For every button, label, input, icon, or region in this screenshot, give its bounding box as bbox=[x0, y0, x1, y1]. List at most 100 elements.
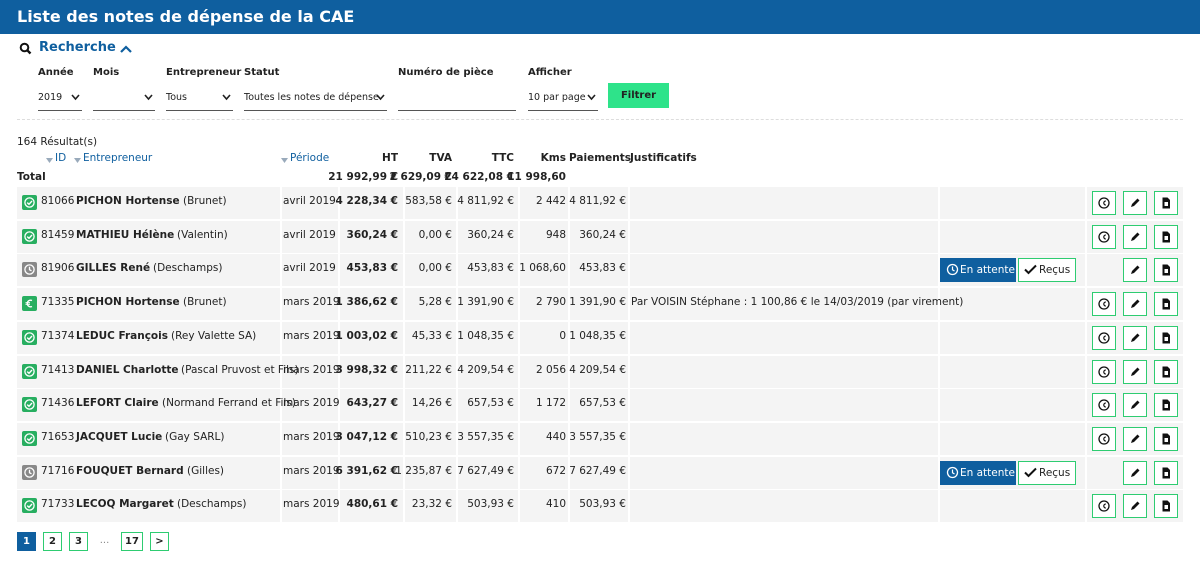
payment-button[interactable] bbox=[1092, 494, 1116, 518]
cell-separator bbox=[280, 288, 282, 320]
column-header: Justificatifs bbox=[630, 151, 697, 165]
page-link[interactable]: 2 bbox=[43, 532, 62, 551]
payment-button[interactable] bbox=[1092, 427, 1116, 451]
cell-separator bbox=[1085, 356, 1087, 388]
select-value[interactable]: Tous bbox=[166, 91, 187, 105]
row-id: 71436 bbox=[41, 396, 74, 410]
text-input[interactable] bbox=[398, 89, 516, 111]
edit-button[interactable] bbox=[1123, 191, 1147, 215]
payment-button[interactable] bbox=[1092, 360, 1116, 384]
edit-button[interactable] bbox=[1123, 494, 1147, 518]
row-name[interactable]: MATHIEU Hélène bbox=[76, 228, 174, 242]
row-name[interactable]: PICHON Hortense bbox=[76, 295, 180, 309]
payment-button[interactable] bbox=[1092, 225, 1116, 249]
edit-button[interactable] bbox=[1123, 427, 1147, 451]
edit-button[interactable] bbox=[1123, 326, 1147, 350]
cell-separator bbox=[628, 490, 630, 522]
page-link[interactable]: 3 bbox=[69, 532, 88, 551]
select-value[interactable]: 10 par page bbox=[528, 91, 586, 105]
document-button[interactable] bbox=[1154, 393, 1178, 417]
row-period: mars 2019 bbox=[283, 329, 340, 343]
row-ttc: 4 811,92 € bbox=[457, 194, 514, 208]
cell-separator bbox=[518, 389, 520, 421]
cell-separator bbox=[518, 187, 520, 219]
row-name[interactable]: GILLES René bbox=[76, 261, 150, 275]
row-ttc: 503,93 € bbox=[467, 497, 514, 511]
cell-separator bbox=[568, 254, 570, 286]
page-link: ... bbox=[95, 532, 114, 551]
edit-button[interactable] bbox=[1123, 258, 1147, 282]
row-name[interactable]: DANIEL Charlotte bbox=[76, 363, 178, 377]
column-header[interactable]: Période bbox=[290, 151, 329, 165]
cell-separator bbox=[628, 288, 630, 320]
filter-label: Statut bbox=[244, 66, 279, 80]
sort-arrow[interactable] bbox=[281, 154, 288, 168]
document-button[interactable] bbox=[1154, 427, 1178, 451]
payment-button[interactable] bbox=[1092, 191, 1116, 215]
select[interactable] bbox=[93, 89, 155, 111]
payment-button[interactable] bbox=[1092, 326, 1116, 350]
page-link[interactable]: > bbox=[150, 532, 169, 551]
row-period: mars 2019 bbox=[283, 464, 340, 478]
document-button[interactable] bbox=[1154, 494, 1178, 518]
row-tva: 5,28 € bbox=[419, 295, 452, 309]
edit-button[interactable] bbox=[1123, 225, 1147, 249]
row-name[interactable]: JACQUET Lucie bbox=[76, 430, 162, 444]
row-name[interactable]: PICHON Hortense bbox=[76, 194, 180, 208]
total-label: Total bbox=[17, 170, 46, 184]
cell-separator bbox=[403, 322, 405, 354]
row-company: (Pascal Pruvost et Fils) bbox=[181, 363, 299, 377]
row-name[interactable]: LEDUC François bbox=[76, 329, 168, 343]
edit-button[interactable] bbox=[1123, 360, 1147, 384]
search-toggle[interactable]: Recherche bbox=[39, 41, 116, 55]
status-icon bbox=[22, 296, 37, 311]
document-button[interactable] bbox=[1154, 258, 1178, 282]
row-name[interactable]: LEFORT Claire bbox=[76, 396, 159, 410]
row-ttc: 3 557,35 € bbox=[457, 430, 514, 444]
row-company: (Valentin) bbox=[177, 228, 228, 242]
filter-button[interactable]: Filtrer bbox=[608, 83, 669, 108]
edit-button[interactable] bbox=[1123, 461, 1147, 485]
row-ttc: 657,53 € bbox=[467, 396, 514, 410]
row-kms: 2 442 bbox=[536, 194, 566, 208]
row-name[interactable]: LECOQ Margaret bbox=[76, 497, 174, 511]
payment-button[interactable] bbox=[1092, 393, 1116, 417]
cell-separator bbox=[938, 187, 940, 219]
select-value[interactable]: 2019 bbox=[38, 91, 62, 105]
edit-button[interactable] bbox=[1123, 393, 1147, 417]
row-company: (Gilles) bbox=[187, 464, 224, 478]
chevron-up[interactable] bbox=[120, 44, 132, 54]
page-link[interactable]: 1 bbox=[17, 532, 36, 551]
document-button[interactable] bbox=[1154, 360, 1178, 384]
cell-separator bbox=[628, 322, 630, 354]
status-icon bbox=[22, 498, 37, 513]
sort-arrow[interactable] bbox=[74, 154, 81, 168]
document-button[interactable] bbox=[1154, 326, 1178, 350]
separator bbox=[17, 119, 1183, 120]
row-tva: 45,33 € bbox=[412, 329, 452, 343]
page-link[interactable]: 17 bbox=[121, 532, 143, 551]
document-button[interactable] bbox=[1154, 461, 1178, 485]
document-button[interactable] bbox=[1154, 225, 1178, 249]
row-name[interactable]: FOUQUET Bernard bbox=[76, 464, 184, 478]
document-button[interactable] bbox=[1154, 191, 1178, 215]
column-header[interactable]: Entrepreneur bbox=[83, 151, 152, 165]
edit-button[interactable] bbox=[1123, 292, 1147, 316]
row-ht: 480,61 € bbox=[347, 497, 398, 511]
select-value[interactable]: Toutes les notes de dépense bbox=[244, 91, 379, 105]
column-header[interactable]: ID bbox=[55, 151, 66, 165]
row-period: mars 2019 bbox=[283, 396, 340, 410]
document-button[interactable] bbox=[1154, 292, 1178, 316]
row-paid: 503,93 € bbox=[579, 497, 626, 511]
sort-arrow[interactable] bbox=[46, 154, 53, 168]
row-company: (Normand Ferrand et Fils) bbox=[162, 396, 296, 410]
cell-separator bbox=[518, 423, 520, 455]
page-title: Liste des notes de dépense de la CAE bbox=[17, 7, 354, 26]
row-paid: 1 048,35 € bbox=[569, 329, 626, 343]
payment-button[interactable] bbox=[1092, 292, 1116, 316]
row-id: 81066 bbox=[41, 194, 74, 208]
cell-separator bbox=[403, 254, 405, 286]
cell-separator bbox=[628, 221, 630, 253]
row-id: 71374 bbox=[41, 329, 74, 343]
row-paid: 4 811,92 € bbox=[569, 194, 626, 208]
